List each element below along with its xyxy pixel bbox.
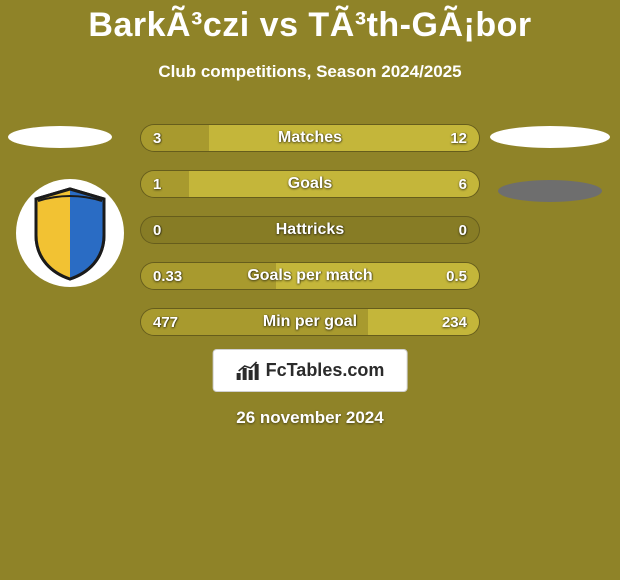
stat-bar: 312Matches	[140, 124, 480, 152]
comparison-card: BarkÃ³czi vs TÃ³th-GÃ¡bor Club competiti…	[0, 0, 620, 580]
brand-text: FcTables.com	[266, 360, 385, 381]
stat-value-left: 1	[141, 171, 173, 197]
brand-box: FcTables.com	[213, 349, 408, 392]
stat-value-right: 0.5	[434, 263, 479, 289]
stat-label: Hattricks	[141, 217, 479, 243]
stat-value-left: 0	[141, 217, 173, 243]
stat-bar: 477234Min per goal	[140, 308, 480, 336]
stat-bar: 0.330.5Goals per match	[140, 262, 480, 290]
shield-icon	[28, 185, 112, 281]
player-right-placeholder-2	[498, 180, 602, 202]
stat-bars: 312Matches16Goals00Hattricks0.330.5Goals…	[140, 124, 480, 354]
bars-icon	[236, 361, 260, 381]
stat-bar: 16Goals	[140, 170, 480, 198]
fill-right	[189, 171, 479, 197]
stat-value-left: 0.33	[141, 263, 194, 289]
page-subtitle: Club competitions, Season 2024/2025	[0, 62, 620, 82]
stat-value-right: 12	[438, 125, 479, 151]
stat-value-left: 477	[141, 309, 190, 335]
stat-value-right: 6	[447, 171, 479, 197]
stat-value-left: 3	[141, 125, 173, 151]
stat-value-right: 234	[430, 309, 479, 335]
club-badge	[16, 179, 124, 287]
stat-bar: 0 0Hattricks	[140, 216, 480, 244]
stat-value-right: 0	[447, 217, 479, 243]
player-right-placeholder-1	[490, 126, 610, 148]
page-title: BarkÃ³czi vs TÃ³th-GÃ¡bor	[0, 6, 620, 45]
date-text: 26 november 2024	[0, 408, 620, 428]
player-left-placeholder	[8, 126, 112, 148]
